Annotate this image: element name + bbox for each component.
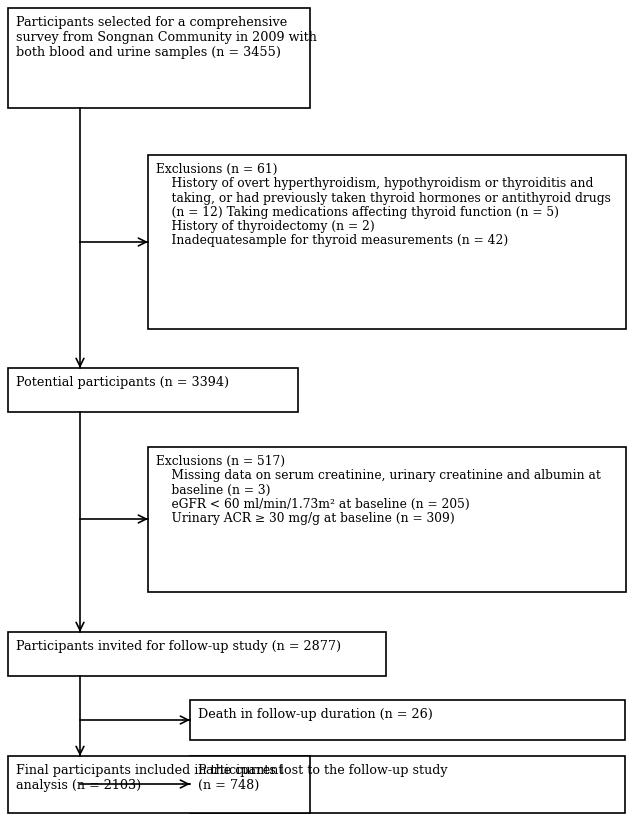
Text: Missing data on serum creatinine, urinary creatinine and albumin at: Missing data on serum creatinine, urinar…: [156, 470, 601, 483]
Text: analysis (n = 2103): analysis (n = 2103): [16, 779, 141, 792]
Text: Death in follow-up duration (n = 26): Death in follow-up duration (n = 26): [198, 708, 433, 721]
Text: Potential participants (n = 3394): Potential participants (n = 3394): [16, 376, 229, 389]
Text: Final participants included in the current: Final participants included in the curre…: [16, 764, 284, 777]
Bar: [8, 632, 386, 676]
Text: eGFR < 60 ml/min/1.73m² at baseline (n = 205): eGFR < 60 ml/min/1.73m² at baseline (n =…: [156, 498, 470, 510]
Text: Inadequatesample for thyroid measurements (n = 42): Inadequatesample for thyroid measurement…: [156, 234, 508, 247]
Text: (n = 748): (n = 748): [198, 779, 259, 792]
Text: Participants selected for a comprehensive: Participants selected for a comprehensiv…: [16, 16, 287, 29]
Bar: [190, 700, 625, 740]
Bar: [148, 447, 626, 592]
Text: (n = 12) Taking medications affecting thyroid function (n = 5): (n = 12) Taking medications affecting th…: [156, 206, 559, 218]
Text: survey from Songnan Community in 2009 with: survey from Songnan Community in 2009 wi…: [16, 31, 317, 44]
Bar: [8, 368, 298, 412]
Text: History of overt hyperthyroidism, hypothyroidism or thyroiditis and: History of overt hyperthyroidism, hypoth…: [156, 178, 593, 191]
Text: Urinary ACR ≥ 30 mg/g at baseline (n = 309): Urinary ACR ≥ 30 mg/g at baseline (n = 3…: [156, 512, 455, 525]
Text: baseline (n = 3): baseline (n = 3): [156, 483, 271, 497]
Text: taking, or had previously taken thyroid hormones or antithyroid drugs: taking, or had previously taken thyroid …: [156, 191, 611, 204]
Text: History of thyroidectomy (n = 2): History of thyroidectomy (n = 2): [156, 220, 375, 233]
Text: both blood and urine samples (n = 3455): both blood and urine samples (n = 3455): [16, 46, 281, 59]
Text: Participants lost to the follow-up study: Participants lost to the follow-up study: [198, 764, 447, 777]
Bar: [190, 756, 625, 813]
Bar: [148, 155, 626, 329]
Text: Exclusions (n = 61): Exclusions (n = 61): [156, 163, 278, 176]
Text: Exclusions (n = 517): Exclusions (n = 517): [156, 455, 285, 468]
Text: Participants invited for follow-up study (n = 2877): Participants invited for follow-up study…: [16, 640, 341, 653]
Bar: [8, 8, 310, 108]
Bar: [8, 756, 310, 813]
